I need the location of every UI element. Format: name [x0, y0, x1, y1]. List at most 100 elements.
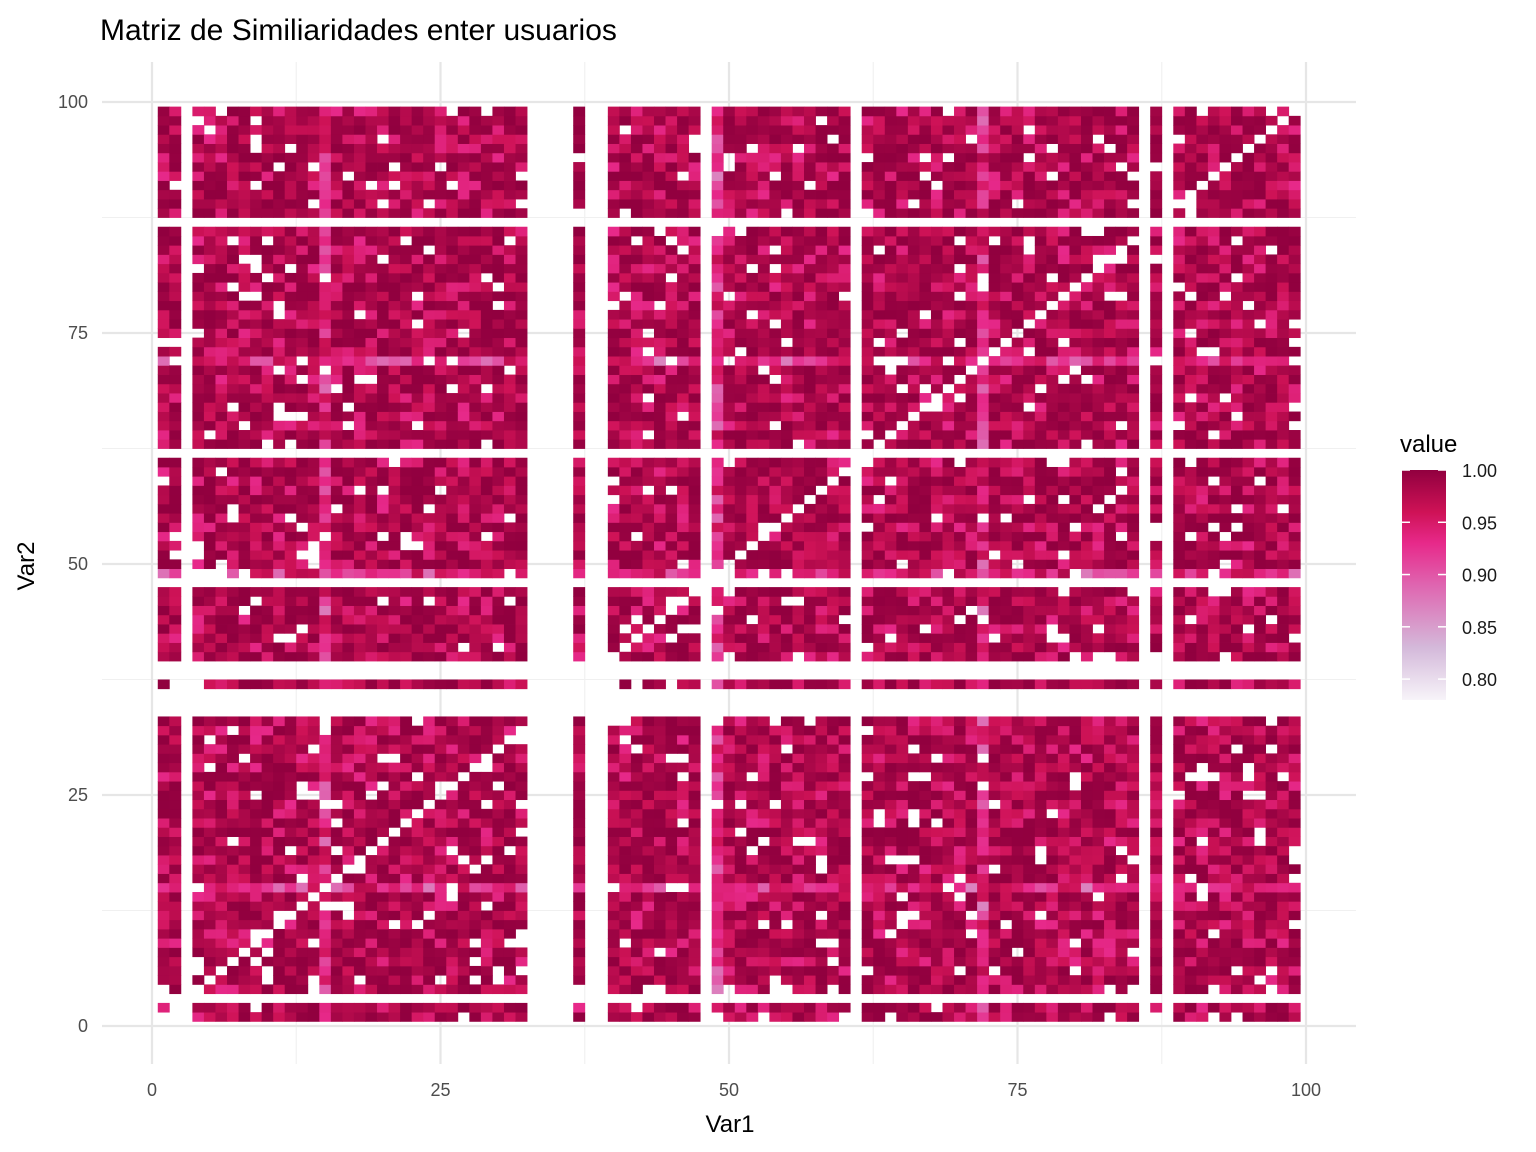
heatmap-cell	[342, 235, 355, 246]
heatmap-cell	[411, 836, 424, 847]
heatmap-cell	[873, 596, 886, 606]
heatmap-cell	[642, 420, 655, 431]
heatmap-cell	[769, 882, 782, 893]
heatmap-cell	[688, 633, 701, 643]
heatmap-cell	[688, 328, 701, 339]
heatmap-cell	[400, 790, 413, 801]
heatmap-cell	[723, 503, 736, 514]
heatmap-cell	[838, 365, 851, 375]
heatmap-cell	[688, 309, 701, 320]
heatmap-cell	[503, 716, 516, 727]
heatmap-cell	[665, 531, 678, 542]
heatmap-cell	[827, 836, 840, 847]
heatmap-cell	[469, 485, 482, 496]
heatmap-cell	[607, 827, 620, 837]
heatmap-cell	[827, 568, 840, 579]
heatmap-cell	[861, 485, 874, 496]
heatmap-cell	[607, 356, 620, 366]
heatmap-cell	[665, 180, 678, 191]
heatmap-cell	[653, 411, 666, 422]
heatmap-cell	[861, 356, 874, 366]
heatmap-cell	[169, 393, 182, 403]
heatmap-cell	[503, 864, 516, 874]
heatmap-cell	[688, 115, 701, 126]
heatmap-cell	[330, 1012, 343, 1022]
heatmap-cell	[411, 568, 424, 579]
heatmap-cell	[769, 938, 782, 948]
heatmap-cell	[203, 531, 216, 542]
heatmap-cell	[423, 845, 436, 856]
heatmap-cell	[619, 337, 632, 348]
heatmap-cell	[157, 125, 170, 135]
heatmap-cell	[677, 716, 690, 727]
heatmap-cell	[607, 115, 620, 126]
heatmap-cell	[861, 605, 874, 616]
heatmap-cell	[919, 346, 932, 357]
heatmap-cell	[896, 263, 909, 274]
heatmap-cell	[653, 679, 666, 690]
heatmap-cell	[273, 374, 286, 385]
heatmap-cell	[827, 309, 840, 320]
heatmap-cell	[365, 328, 378, 339]
heatmap-cell	[457, 596, 470, 606]
heatmap-cell	[273, 393, 286, 403]
heatmap-cell	[434, 531, 447, 542]
heatmap-cell	[250, 836, 263, 847]
heatmap-cell	[942, 143, 955, 154]
heatmap-cell	[838, 522, 851, 533]
heatmap-cell	[907, 152, 920, 163]
heatmap-cell	[919, 189, 932, 200]
heatmap-cell	[734, 1002, 747, 1013]
heatmap-cell	[296, 799, 309, 810]
heatmap-cell	[827, 152, 840, 163]
heatmap-cell	[688, 393, 701, 403]
heatmap-cell	[942, 180, 955, 191]
heatmap-cell	[930, 485, 943, 496]
heatmap-cell	[757, 476, 770, 486]
heatmap-cell	[227, 272, 239, 283]
heatmap-cell	[434, 882, 447, 893]
heatmap-cell	[792, 356, 805, 366]
heatmap-cell	[469, 965, 482, 976]
heatmap-cell	[653, 383, 666, 394]
heatmap-cell	[457, 319, 470, 329]
heatmap-cell	[169, 457, 182, 468]
heatmap-cell	[815, 984, 828, 995]
heatmap-cell	[619, 476, 632, 486]
heatmap-cell	[480, 337, 493, 348]
heatmap-cell	[919, 651, 932, 662]
heatmap-cell	[896, 781, 909, 791]
heatmap-cell	[157, 106, 170, 117]
heatmap-cell	[827, 272, 840, 283]
heatmap-cell	[734, 790, 747, 801]
heatmap-cell	[203, 272, 216, 283]
heatmap-cell	[469, 374, 482, 385]
heatmap-cell	[884, 919, 897, 930]
heatmap-cell	[688, 836, 701, 847]
heatmap-cell	[942, 836, 955, 847]
heatmap-cell	[169, 245, 182, 255]
heatmap-cell	[307, 928, 320, 939]
heatmap-cell	[388, 614, 401, 625]
heatmap-cell	[273, 189, 286, 200]
heatmap-cell	[203, 1012, 216, 1022]
heatmap-cell	[273, 522, 286, 533]
heatmap-cell	[446, 143, 459, 154]
heatmap-cell	[319, 180, 332, 191]
heatmap-cell	[227, 910, 239, 921]
heatmap-cell	[665, 845, 678, 856]
heatmap-cell	[653, 522, 666, 533]
heatmap-cell	[907, 457, 920, 468]
heatmap-cell	[677, 587, 690, 597]
heatmap-cell	[619, 383, 632, 394]
heatmap-cell	[677, 328, 690, 339]
heatmap-cell	[792, 808, 805, 819]
heatmap-cell	[377, 633, 389, 643]
heatmap-cell	[469, 836, 482, 847]
heatmap-cell	[365, 642, 378, 653]
heatmap-cell	[423, 189, 436, 200]
heatmap-cell	[330, 947, 343, 958]
heatmap-cell	[873, 152, 886, 163]
heatmap-cell	[492, 651, 505, 662]
